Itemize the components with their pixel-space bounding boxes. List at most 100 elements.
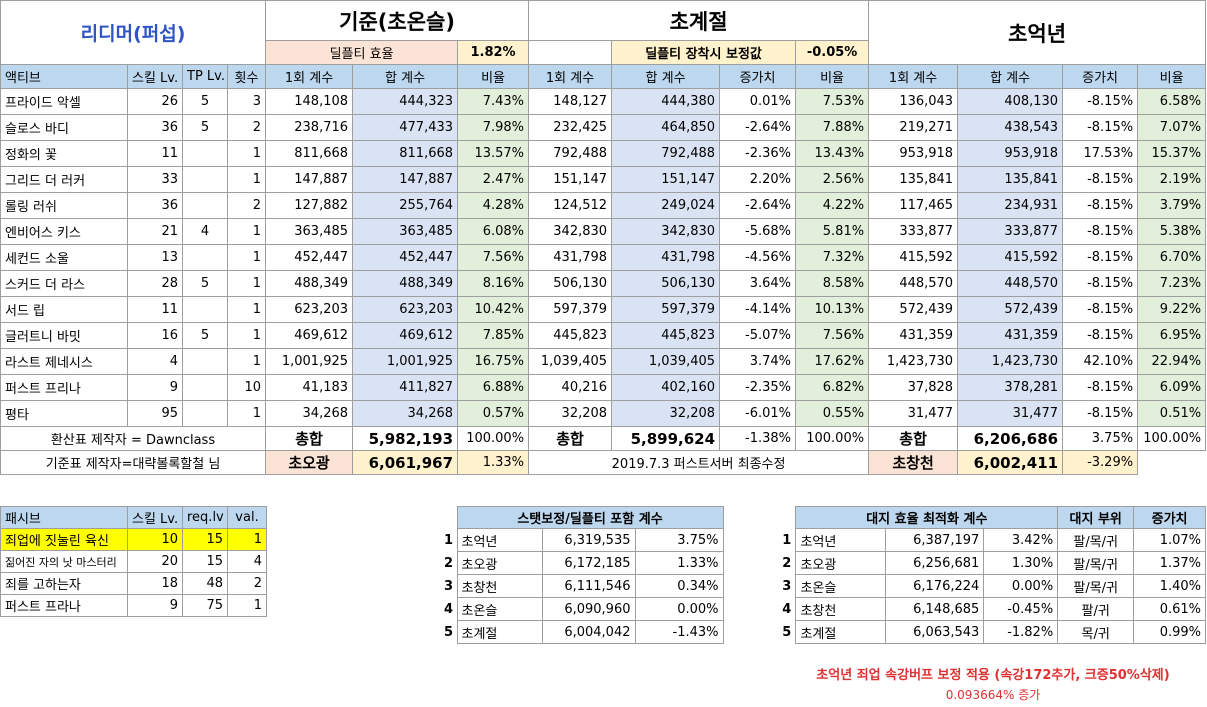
daeji-rank-table: 대지 효율 최적화 계수 대지 부위 증가치 1 초억년 6,387,197 3.42… (778, 506, 1206, 644)
skill-count: 2 (226, 114, 267, 141)
chogye-ratio: 8.58% (795, 270, 870, 297)
skill-tp-level: 5 (182, 322, 228, 349)
base-total: 34,268 (352, 400, 459, 427)
extra-row: 기준표 제작자=대략볼록할철 님 초오광 6,061,967 1.33% 201… (0, 450, 1206, 475)
skill-row: 스커드 더 라스 28 5 1 488,349 488,349 8.16% 506,130 50… (0, 270, 1207, 297)
header-chogye-coef1: 1회 계수 (528, 64, 613, 89)
chogye-delta: 3.64% (719, 270, 797, 297)
header-chogye-delta: 증가치 (719, 64, 797, 89)
choeok-total: 415,592 (957, 244, 1064, 271)
choeok-group-title: 초억년 (868, 0, 1207, 65)
daeji-delta-header: 증가치 (1133, 506, 1206, 529)
daeji-rank-delta: 1.37% (1133, 551, 1206, 575)
base-total: 255,764 (352, 192, 459, 219)
chogwang-delta: 1.33% (457, 450, 530, 475)
daeji-rank-title: 대지 효율 최적화 계수 (795, 506, 1059, 529)
base-total: 363,485 (352, 218, 459, 245)
daeji-rank-part: 팔/목/귀 (1057, 551, 1135, 575)
daeji-rank-name: 초온슬 (795, 574, 887, 598)
passive-req-level: 48 (182, 572, 228, 595)
skill-name: 서드 립 (0, 296, 128, 323)
chogye-total: 32,208 (611, 400, 721, 427)
choeok-coef1: 135,841 (868, 166, 959, 193)
base-sum-ratio: 100.00% (457, 426, 530, 451)
chogye-total: 506,130 (611, 270, 721, 297)
base-coef1: 34,268 (265, 400, 354, 427)
base-sum-total: 5,982,193 (352, 426, 459, 451)
choeok-coef1: 415,592 (868, 244, 959, 271)
skill-level: 36 (127, 192, 183, 219)
skill-tp-level (182, 244, 228, 271)
choeok-ratio: 0.51% (1137, 400, 1207, 427)
choeok-ratio: 5.38% (1137, 218, 1207, 245)
chogye-coef1: 506,130 (528, 270, 613, 297)
passive-req-level: 15 (182, 550, 228, 573)
skill-name: 정화의 꽃 (0, 140, 128, 167)
choeok-total: 234,931 (957, 192, 1064, 219)
choeok-delta: -8.15% (1062, 166, 1139, 193)
stat-rank-row: 2 초오광 6,172,185 1.33% (440, 551, 724, 575)
daeji-rank-rows: 1 초억년 6,387,197 3.42% 팔/목/귀 1.07% 2 초오광 6,256,68… (778, 528, 1206, 644)
buff-note: 초억년 죄업 속강버프 보정 적용 (속강172추가, 크증50%삭제) (816, 668, 1170, 683)
daeji-rank-value: 6,148,685 (885, 597, 985, 621)
passive-value: 1 (227, 594, 267, 617)
daeji-rank-name: 초계절 (795, 620, 887, 644)
base-coef1: 127,882 (265, 192, 354, 219)
skill-level: 16 (127, 322, 183, 349)
choeok-total: 448,570 (957, 270, 1064, 297)
stat-rank-pct: 0.34% (634, 574, 724, 598)
skill-count: 1 (226, 322, 267, 349)
choeok-total: 378,281 (957, 374, 1064, 401)
chogye-ratio: 7.88% (795, 114, 870, 141)
daeji-rank-row: 3 초온슬 6,176,224 0.00% 팔/목/귀 1.40% (778, 574, 1206, 598)
skill-row: 슬로스 바디 36 5 2 238,716 477,433 7.98% 232,425 464,… (0, 114, 1207, 141)
daeji-rank-number: 5 (782, 624, 792, 640)
base-coef1: 363,485 (265, 218, 354, 245)
stat-rank-row: 4 초온슬 6,090,960 0.00% (440, 597, 724, 621)
stat-rank-number: 1 (444, 532, 454, 548)
passive-name: 짊어진 자의 낫 마스터리 (0, 550, 128, 573)
header-chogye-total: 합 계수 (611, 64, 721, 89)
choeok-coef1: 448,570 (868, 270, 959, 297)
skill-row: 엔비어스 키스 21 4 1 363,485 363,485 6.08% 342,830 342… (0, 218, 1207, 245)
skill-tp-level (182, 374, 228, 401)
stat-rank-name: 초억년 (456, 528, 543, 552)
chogye-total: 431,798 (611, 244, 721, 271)
base-coef1: 147,887 (265, 166, 354, 193)
choeok-coef1: 431,359 (868, 322, 959, 349)
choeok-coef1: 333,877 (868, 218, 959, 245)
chogye-delta: -5.68% (719, 218, 797, 245)
base-coef1: 238,716 (265, 114, 354, 141)
skill-tp-level: 5 (182, 270, 228, 297)
choeok-ratio: 6.95% (1137, 322, 1207, 349)
choeok-sum-delta: 3.75% (1062, 426, 1139, 451)
header-chogye-ratio: 비율 (795, 64, 870, 89)
choeok-delta: -8.15% (1062, 270, 1139, 297)
chogwang-total: 6,061,967 (352, 450, 459, 475)
passive-value: 1 (227, 528, 267, 551)
daeji-rank-pct: -0.45% (983, 597, 1059, 621)
choeok-total: 31,477 (957, 400, 1064, 427)
choeok-ratio: 15.37% (1137, 140, 1207, 167)
base-total: 452,447 (352, 244, 459, 271)
passive-row: 짊어진 자의 낫 마스터리 20 15 4 (0, 550, 267, 573)
base-ratio: 16.75% (457, 348, 530, 375)
passive-table: 패시브 스킬 Lv. req.lv val. 죄업에 짓눌린 육신 10 15 1 짊어… (0, 506, 267, 617)
daeji-rank-number: 4 (782, 601, 792, 617)
chogye-total: 1,039,405 (611, 348, 721, 375)
base-coef1: 811,668 (265, 140, 354, 167)
daeji-rank-part: 팔/목/귀 (1057, 574, 1135, 598)
choeok-coef1: 31,477 (868, 400, 959, 427)
chogwang-label: 초오광 (265, 450, 354, 475)
stat-rank-number: 4 (444, 601, 454, 617)
base-total: 411,827 (352, 374, 459, 401)
skill-name: 세컨드 소울 (0, 244, 128, 271)
stat-rank-pct: 1.33% (634, 551, 724, 575)
base-total: 147,887 (352, 166, 459, 193)
base-total: 1,001,925 (352, 348, 459, 375)
choeok-coef1: 219,271 (868, 114, 959, 141)
skill-count: 1 (226, 270, 267, 297)
passive-skill-level: 20 (127, 550, 183, 573)
passive-header-req: req.lv (182, 506, 228, 529)
base-ratio: 13.57% (457, 140, 530, 167)
